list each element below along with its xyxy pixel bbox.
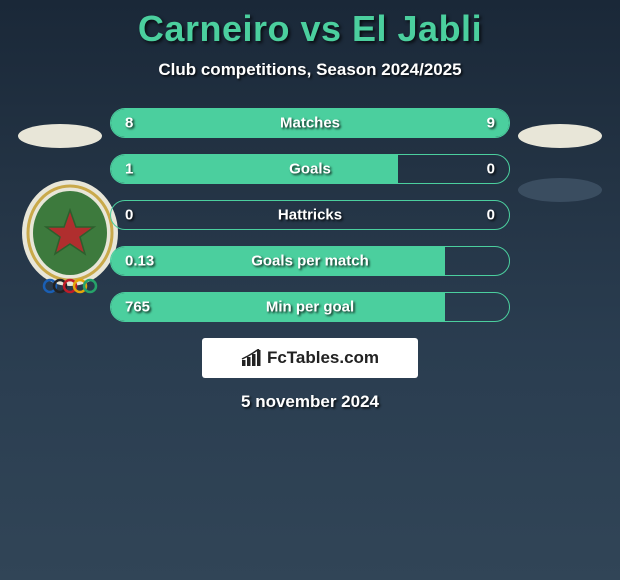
subtitle: Club competitions, Season 2024/2025 [0,60,620,80]
stat-row: 0.13 Goals per match [110,246,510,276]
watermark-text: FcTables.com [267,348,379,368]
stat-value-right: 9 [487,115,495,132]
stat-value-left: 0 [125,207,133,224]
right-player-oval-bottom [518,178,602,202]
stat-row: 1 0 Goals [110,154,510,184]
stat-row: 8 9 Matches [110,108,510,138]
stat-label: Goals per match [251,253,369,270]
watermark-badge[interactable]: FcTables.com [202,338,418,378]
stat-label: Hattricks [278,207,342,224]
stat-label: Goals [289,161,331,178]
comparison-card: Carneiro vs El Jabli Club competitions, … [0,0,620,412]
bar-left [111,155,398,183]
stat-value-right: 0 [487,161,495,178]
chart-icon [241,349,263,367]
page-title: Carneiro vs El Jabli [0,8,620,50]
right-player-oval-top [518,124,602,148]
bar-left [111,109,298,137]
club-crest-icon [20,178,120,308]
stat-row: 0 0 Hattricks [110,200,510,230]
stat-label: Matches [280,115,340,132]
stat-value-left: 765 [125,299,150,316]
stat-value-left: 1 [125,161,133,178]
stat-value-right: 0 [487,207,495,224]
stat-value-left: 0.13 [125,253,154,270]
stat-label: Min per goal [266,299,354,316]
date-label: 5 november 2024 [0,392,620,412]
left-player-oval [18,124,102,148]
stat-row: 765 Min per goal [110,292,510,322]
stat-value-left: 8 [125,115,133,132]
